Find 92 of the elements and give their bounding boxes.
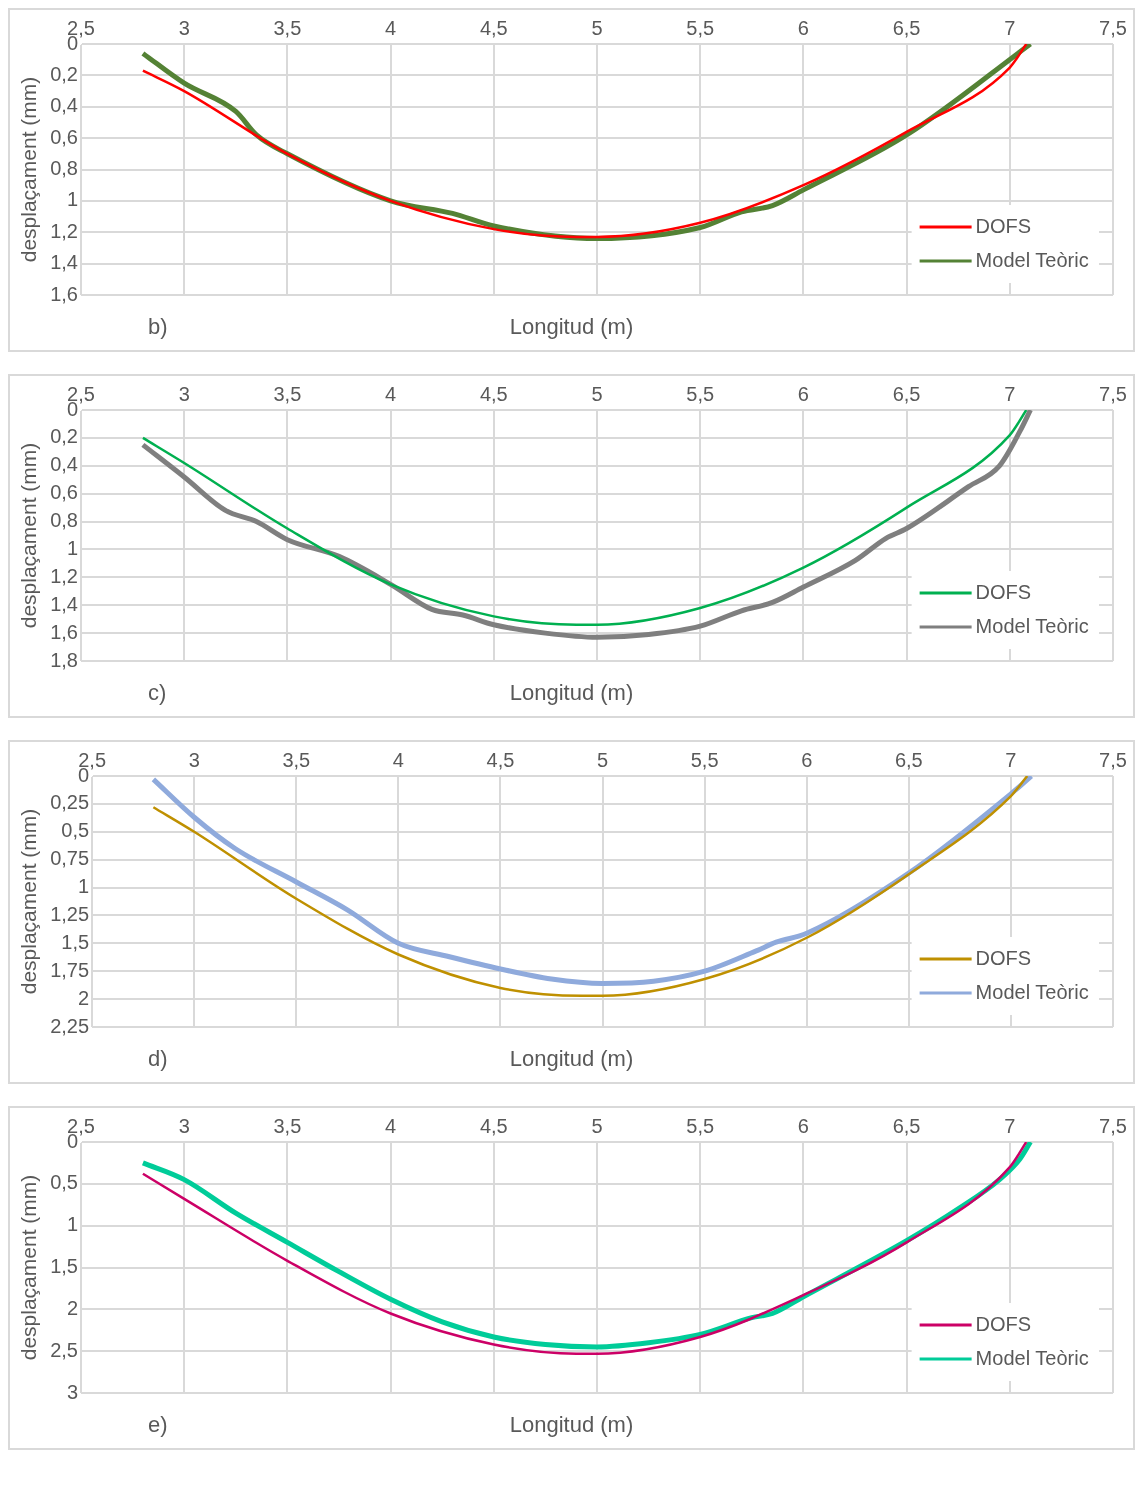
y-tick-label: 2,5 [50, 1338, 78, 1361]
y-tick-label: 1,5 [50, 1255, 78, 1278]
y-tick-label: 1,5 [61, 930, 90, 953]
x-tick-label: 5,5 [686, 382, 715, 405]
x-tick-label: 3,5 [273, 382, 302, 405]
y-tick-label: 1 [66, 536, 78, 559]
x-tick-label: 3,5 [282, 748, 311, 771]
x-tick-label: 4,5 [486, 748, 515, 771]
y-tick-label: 1,25 [50, 902, 90, 925]
x-tick-label: 5,5 [690, 748, 719, 771]
legend-label: Model Teòric [975, 1346, 1089, 1369]
y-tick-label: 0,5 [61, 819, 90, 842]
y-tick-label: 1,6 [50, 620, 78, 643]
x-axis-title: Longitud (m) [509, 1412, 634, 1437]
x-tick-label: 4 [385, 16, 397, 39]
x-tick-label: 4 [385, 1114, 397, 1137]
x-tick-label: 6 [797, 16, 809, 39]
x-tick-label: 7 [1004, 1114, 1016, 1137]
y-tick-label: 2 [66, 1296, 78, 1319]
x-tick-label: 4 [392, 748, 404, 771]
y-tick-label: 0,2 [50, 425, 78, 448]
y-tick-label: 0,2 [50, 62, 78, 85]
legend-label: Model Teòric [975, 248, 1089, 271]
y-tick-label: 0,75 [50, 847, 90, 870]
x-tick-label: 6,5 [892, 382, 921, 405]
y-tick-label: 3 [66, 1380, 78, 1403]
y-tick-label: 0,4 [50, 453, 78, 476]
x-tick-label: 5,5 [686, 16, 715, 39]
text: d) [148, 1046, 168, 1072]
y-tick-label: 2,25 [50, 1014, 90, 1037]
x-tick-label: 7,5 [1099, 748, 1127, 771]
x-tick-label: 5,5 [686, 1114, 715, 1137]
x-tick-label: 7 [1005, 748, 1017, 771]
x-tick-label: 3 [178, 1114, 190, 1137]
y-tick-label: 1 [66, 188, 78, 211]
x-tick-label: 5 [597, 748, 609, 771]
x-tick-label: 6 [801, 748, 813, 771]
x-axis-title: Longitud (m) [509, 1046, 634, 1071]
y-axis-title: desplaçament (mm) [17, 1174, 41, 1361]
x-tick-label: 6,5 [892, 16, 921, 39]
y-tick-label: 1,4 [50, 251, 78, 274]
y-tick-label: 0,25 [50, 791, 90, 814]
y-tick-label: 1,8 [50, 648, 78, 671]
y-tick-label: 1,2 [50, 219, 78, 242]
y-tick-label: 1 [78, 875, 90, 898]
legend-label: Model Teòric [975, 980, 1089, 1003]
y-tick-label: 1 [66, 1213, 78, 1236]
x-tick-label: 7,5 [1099, 16, 1127, 39]
x-tick-label: 5 [591, 382, 603, 405]
x-tick-label: 3,5 [273, 16, 302, 39]
legend-label: DOFS [975, 214, 1032, 237]
x-tick-label: 4 [385, 382, 397, 405]
x-tick-label: 6,5 [894, 748, 923, 771]
y-tick-label: 0,8 [50, 157, 78, 180]
text: b) [148, 314, 168, 340]
x-tick-label: 3 [178, 382, 190, 405]
y-tick-label: 0,5 [50, 1171, 78, 1194]
x-tick-label: 6 [797, 382, 809, 405]
x-tick-label: 4,5 [479, 382, 508, 405]
x-tick-label: 6,5 [892, 1114, 921, 1137]
text: e) [148, 1412, 168, 1438]
x-axis-title: Longitud (m) [509, 680, 634, 705]
x-tick-label: 7 [1004, 16, 1016, 39]
x-tick-label: 6 [797, 1114, 809, 1137]
y-tick-label: 1,2 [50, 564, 78, 587]
y-tick-label: 0,4 [50, 94, 78, 117]
y-tick-label: 2 [78, 986, 90, 1009]
legend-label: DOFS [975, 580, 1032, 603]
x-tick-label: 7 [1004, 382, 1016, 405]
x-tick-label: 5 [591, 1114, 603, 1137]
text: c) [148, 680, 167, 706]
legend-label: Model Teòric [975, 614, 1089, 637]
y-tick-label: 1,75 [50, 958, 90, 981]
y-tick-label: 1,6 [50, 282, 78, 305]
y-tick-label: 1,4 [50, 592, 78, 615]
x-tick-label: 7,5 [1099, 1114, 1127, 1137]
y-axis-title: desplaçament (mm) [17, 442, 41, 629]
x-axis-title: Longitud (m) [509, 314, 634, 339]
x-tick-label: 4,5 [479, 16, 508, 39]
y-axis-title: desplaçament (mm) [17, 808, 41, 995]
x-tick-label: 3,5 [273, 1114, 302, 1137]
y-tick-label: 0,6 [50, 125, 78, 148]
legend-label: DOFS [975, 946, 1032, 969]
y-tick-label: 0,8 [50, 509, 78, 532]
x-tick-label: 3 [178, 16, 190, 39]
x-tick-label: 3 [188, 748, 200, 771]
y-tick-label: 0,6 [50, 481, 78, 504]
legend-label: DOFS [975, 1312, 1032, 1335]
y-axis-title: desplaçament (mm) [17, 76, 41, 263]
x-tick-label: 5 [591, 16, 603, 39]
x-tick-label: 4,5 [479, 1114, 508, 1137]
x-tick-label: 7,5 [1099, 382, 1127, 405]
